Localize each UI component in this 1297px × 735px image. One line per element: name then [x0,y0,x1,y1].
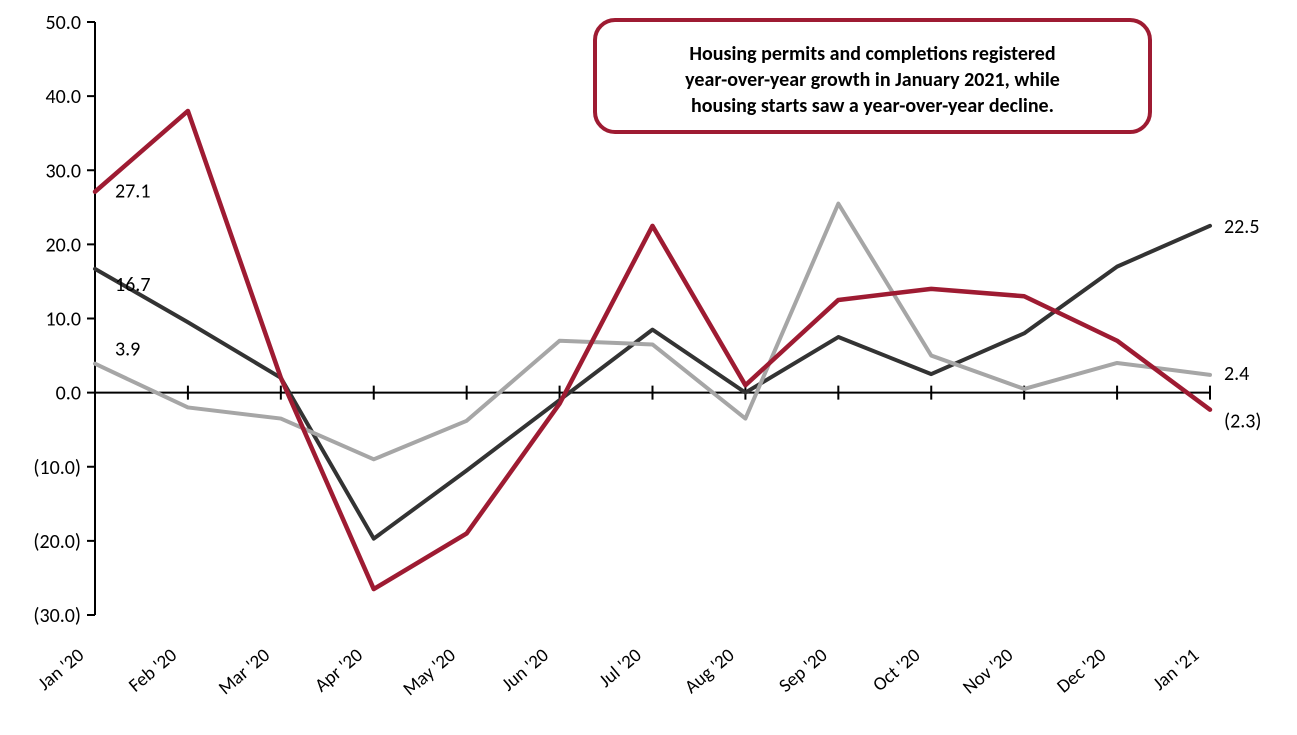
start-label-permits: 16.7 [115,273,150,297]
end-label-starts: (2.3) [1224,410,1261,434]
y-tick-label: 50.0 [46,11,81,35]
chart-container: (30.0) (20.0) (10.0) 0.0 10.0 20.0 30.0 40.0 50.… [0,0,1297,735]
y-tick-label: 30.0 [46,159,81,183]
start-label-starts: 27.1 [115,180,150,204]
y-tick-label: (30.0) [33,604,81,628]
y-tick-label: 0.0 [56,382,81,406]
end-label-completions: 2.4 [1224,362,1249,386]
callout-text-line: Housing permits and completions register… [689,42,1055,66]
line-chart: (30.0) (20.0) (10.0) 0.0 10.0 20.0 30.0 40.0 50.… [0,0,1297,735]
callout-text-line: year-over-year growth in January 2021, w… [685,68,1060,92]
end-label-permits: 22.5 [1224,215,1259,239]
y-tick-label: 20.0 [46,233,81,257]
y-tick-label: 40.0 [46,85,81,109]
callout-text-line: housing starts saw a year-over-year decl… [691,94,1054,118]
y-tick-label: 10.0 [46,308,81,332]
y-tick-label: (10.0) [33,456,81,480]
start-label-completions: 3.9 [115,338,140,362]
y-tick-label: (20.0) [33,530,81,554]
